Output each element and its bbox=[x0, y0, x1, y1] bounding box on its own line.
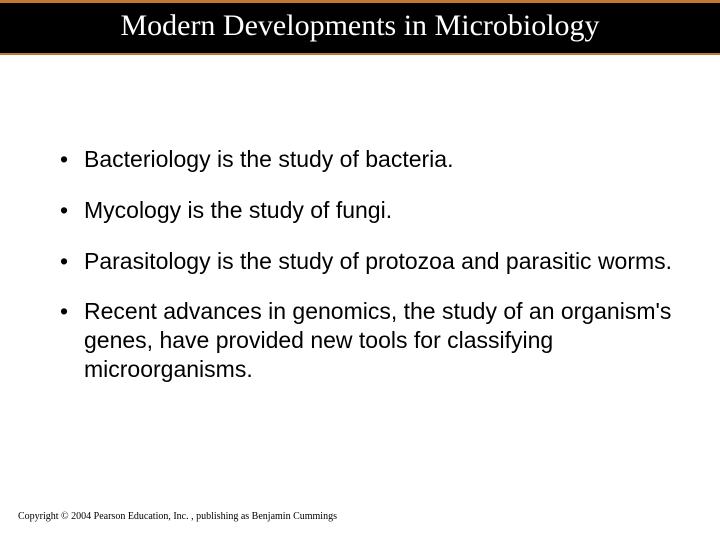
list-item: Parasitology is the study of protozoa an… bbox=[60, 247, 680, 276]
list-item: Bacteriology is the study of bacteria. bbox=[60, 145, 680, 174]
copyright-footer: Copyright © 2004 Pearson Education, Inc.… bbox=[18, 511, 337, 522]
title-bar: Modern Developments in Microbiology bbox=[0, 0, 720, 55]
content-area: Bacteriology is the study of bacteria. M… bbox=[0, 55, 720, 384]
slide-title: Modern Developments in Microbiology bbox=[0, 9, 720, 43]
bullet-list: Bacteriology is the study of bacteria. M… bbox=[60, 145, 680, 384]
list-item: Mycology is the study of fungi. bbox=[60, 196, 680, 225]
list-item: Recent advances in genomics, the study o… bbox=[60, 297, 680, 383]
